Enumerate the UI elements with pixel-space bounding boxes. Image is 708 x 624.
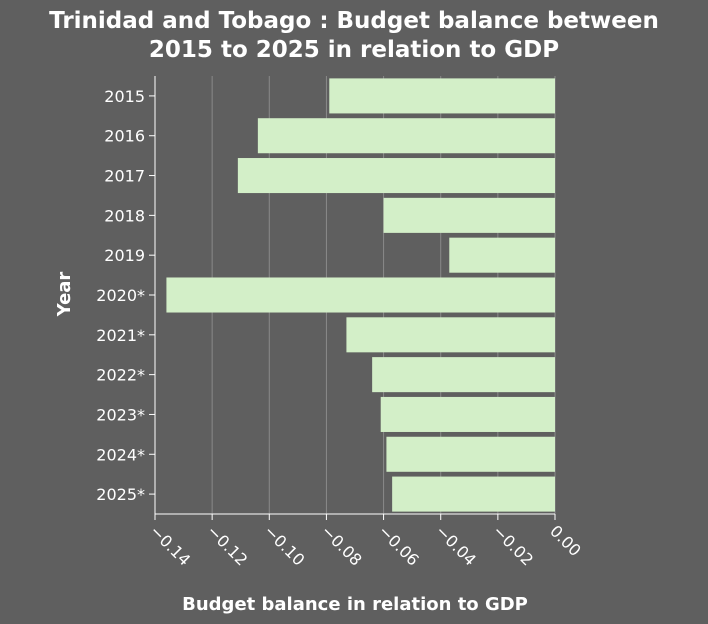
y-tick-label: 2017 [104,167,145,186]
chart-title-line-2: 2015 to 2025 in relation to GDP [149,37,559,63]
bar-2019 [449,237,555,273]
bar-2022-proj [372,357,555,393]
bar-2016 [257,118,555,154]
y-tick-label: 2015 [104,87,145,106]
y-tick-label: 2018 [104,206,145,225]
bar-2025-proj [392,476,555,512]
y-tick-label: 2024* [96,445,145,464]
chart-title-line-1: Trinidad and Tobago : Budget balance bet… [49,8,659,34]
y-tick-label: 2019 [104,246,145,265]
y-axis-title: Year [54,272,75,318]
bars [166,78,555,512]
y-tick-label: 2021* [96,326,145,345]
y-tick-label: 2020* [96,286,145,305]
bar-2021-proj [346,317,555,353]
y-tick-label: 2016 [104,127,145,146]
bar-2023-proj [380,396,555,432]
bar-2015 [329,78,555,114]
x-tick-label: −0.14 [146,521,194,569]
y-tick-label: 2023* [96,405,145,424]
x-tick-label: −0.04 [432,521,480,569]
x-tick-label: 0.00 [546,521,585,560]
y-tick-label: 2022* [96,366,145,385]
y-tick-label: 2025* [96,485,145,504]
bar-2024-proj [386,436,555,472]
x-tick-label: −0.10 [260,521,308,569]
x-tick-label: −0.12 [203,521,251,569]
bar-2017 [237,158,555,194]
bar-2018 [383,197,555,233]
x-tick-label: −0.08 [318,521,366,569]
x-axis-title: Budget balance in relation to GDP [182,594,528,615]
bar-2020-proj [166,277,555,313]
x-tick-label: −0.06 [375,521,423,569]
x-tick-label: −0.02 [489,521,537,569]
